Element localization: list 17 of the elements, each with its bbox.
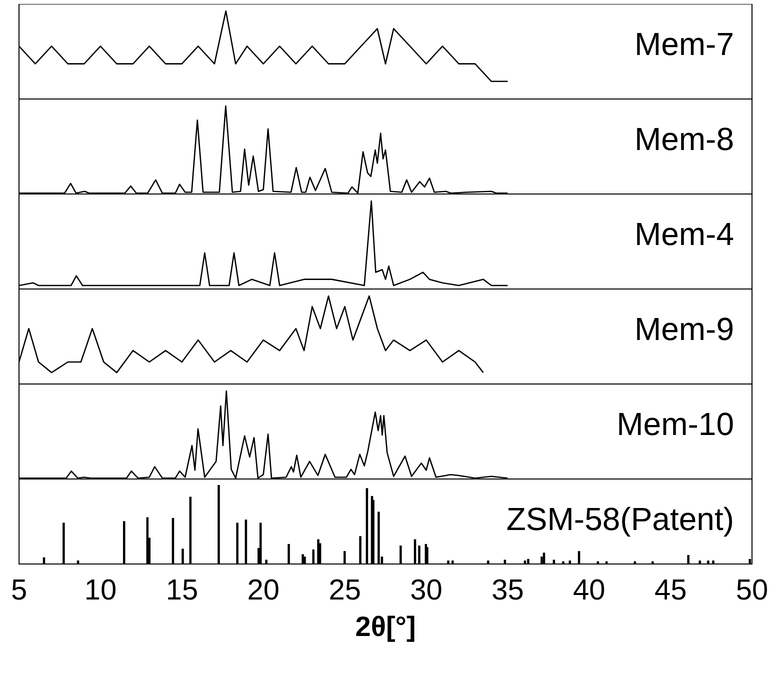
x-axis-title: 2θ[°] bbox=[355, 610, 416, 642]
x-tick-label: 50 bbox=[736, 574, 768, 606]
text: Mem-7 bbox=[634, 26, 734, 62]
text: Mem-9 bbox=[634, 310, 734, 347]
x-tick-label: 45 bbox=[654, 574, 687, 606]
x-tick-label: 40 bbox=[572, 574, 606, 606]
series-label: ZSM-58(Patent) bbox=[506, 500, 734, 537]
x-tick-label: 15 bbox=[166, 574, 198, 606]
text: Mem-8 bbox=[634, 120, 734, 157]
x-tick-label: 5 bbox=[10, 574, 28, 606]
x-tick-label: 20 bbox=[247, 574, 280, 606]
text: Mem-10 bbox=[616, 406, 734, 442]
x-tick-label: 35 bbox=[492, 574, 524, 606]
x-tick-label: 25 bbox=[328, 574, 361, 606]
x-tick-label: 10 bbox=[84, 574, 117, 606]
text: Mem-4 bbox=[634, 216, 734, 252]
x-tick-label: 30 bbox=[410, 574, 442, 606]
